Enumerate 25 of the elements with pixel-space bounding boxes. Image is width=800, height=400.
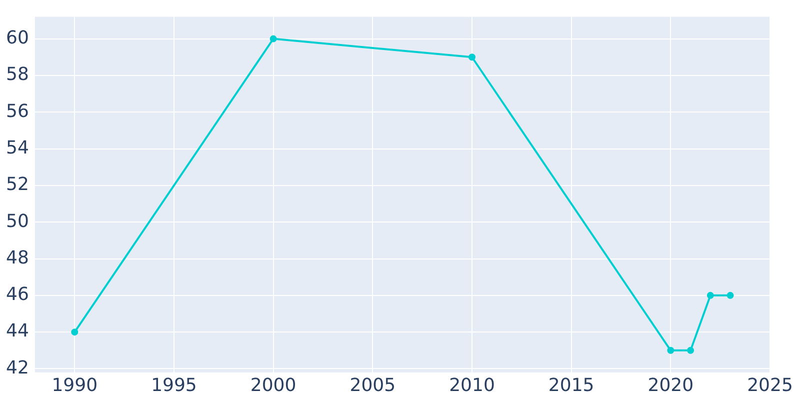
x-tick-label: 2015 — [548, 374, 594, 396]
y-tick-label: 58 — [6, 64, 29, 86]
y-tick-label: 44 — [6, 320, 29, 342]
x-tick-label: 2005 — [350, 374, 396, 396]
x-tick-label: 2000 — [250, 374, 296, 396]
y-tick-label: 42 — [6, 357, 29, 378]
y-tick-label: 56 — [6, 100, 29, 122]
point — [726, 292, 734, 299]
point — [270, 35, 277, 42]
y-tick-label: 50 — [6, 210, 29, 232]
point — [667, 346, 674, 354]
x-tick-label: 2020 — [648, 374, 694, 396]
y-tick-label: 48 — [6, 247, 29, 268]
y-tick-label: 52 — [6, 174, 29, 196]
point — [71, 328, 78, 336]
x-tick-label: 1995 — [151, 374, 197, 396]
point — [687, 346, 694, 354]
y-tick-label: 60 — [6, 27, 29, 48]
x-tick-label: 2010 — [449, 374, 495, 396]
x-tick-label: 2025 — [747, 374, 793, 396]
y-tick-label: 54 — [6, 137, 29, 158]
point — [706, 292, 714, 299]
point — [468, 54, 476, 61]
y-tick-label: 46 — [6, 284, 29, 306]
x-tick-label: 1990 — [52, 374, 98, 396]
